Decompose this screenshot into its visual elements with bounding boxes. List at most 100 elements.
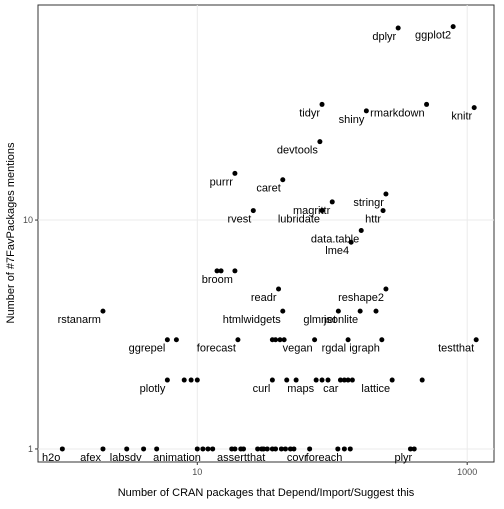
point [337,377,343,383]
point [348,239,354,245]
point [312,337,318,343]
point [287,446,293,452]
point-label: htmlwidgets [223,314,282,326]
point [291,446,297,452]
point [261,446,267,452]
point [345,337,351,343]
point [273,337,279,343]
point [363,108,369,114]
point [282,446,288,452]
y-axis-title: Number of #7FavPackages mentions [5,142,17,323]
point-label: rmarkdown [370,107,424,119]
point [281,337,287,343]
point [218,268,224,274]
point [319,377,325,383]
point [341,377,347,383]
x-tick-label: 10 [192,467,202,477]
point-label: readr [251,292,277,304]
point-label: lubridate [278,214,320,226]
point [284,377,290,383]
point [194,446,200,452]
point-label: forecast [197,343,236,355]
point [313,377,319,383]
point-label: covr [287,452,308,464]
point [255,446,261,452]
point-label: lme4 [325,245,349,257]
point-label: reshape2 [338,292,384,304]
point [280,308,286,314]
point-label: rvest [227,214,251,226]
point [335,446,341,452]
point-label: plotly [140,383,166,395]
point [200,446,206,452]
point-label: h2o [42,452,60,464]
point-label: testthat [438,343,474,355]
point [293,377,299,383]
point-label: labsdv [110,452,142,464]
point [329,199,335,205]
point [335,308,341,314]
point [280,177,286,183]
point-label: magrittr [293,205,331,217]
point-label: caret [256,183,280,195]
point [269,377,275,383]
point-label: assertthat [217,452,265,464]
point [358,228,364,234]
point [347,446,353,452]
point-label: devtools [277,145,318,157]
point [373,308,379,314]
point-label: stringr [353,197,384,209]
point [232,170,238,176]
point [411,446,417,452]
point [194,377,200,383]
point [59,446,65,452]
point [241,446,247,452]
point-label: rstanarm [58,314,101,326]
point-label: httr [365,214,381,226]
point [349,377,355,383]
point [154,446,160,452]
point [325,377,331,383]
point-label: shiny [339,114,365,126]
point [173,337,179,343]
point [232,446,238,452]
point-label: plyr [394,452,412,464]
point [250,208,256,214]
point [380,208,386,214]
point-label: broom [202,274,233,286]
point [100,308,106,314]
point [319,208,325,214]
point [319,101,325,107]
point-label: lattice [361,383,390,395]
point-label: maps [287,383,314,395]
point [473,337,479,343]
point [277,337,283,343]
point [273,446,279,452]
point-label: curl [253,383,271,395]
x-axis-title: Number of CRAN packages that Depend/Impo… [118,487,415,499]
point [345,377,351,383]
point [164,337,170,343]
point-label: tidyr [299,107,320,119]
point [164,377,170,383]
point [141,446,147,452]
point [276,286,282,292]
x-tick-label: 1000 [457,467,477,477]
point-label: car [323,383,339,395]
point [379,337,385,343]
point-label: vegan [283,343,313,355]
point-label: ggplot2 [415,30,451,42]
y-tick-label: 10 [23,215,33,225]
point [341,446,347,452]
point [383,191,389,197]
point [205,446,211,452]
point-label: ggrepel [129,343,166,355]
point [235,337,241,343]
point-label: dplyr [372,31,396,43]
point [407,446,413,452]
point-label: glmnet [303,314,336,326]
point-label: afex [80,452,101,464]
point-label: igraph [349,343,380,355]
point [210,446,216,452]
